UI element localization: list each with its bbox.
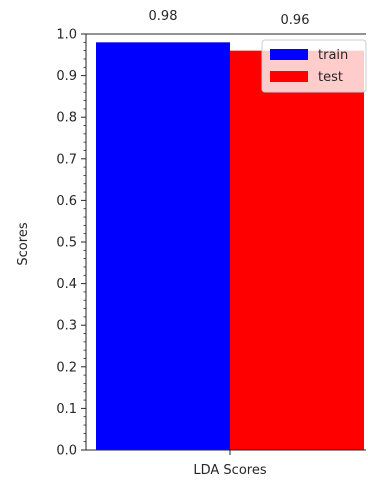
y-tick-label: 0.0 [56, 444, 77, 459]
data-label-test: 0.96 [281, 13, 310, 28]
data-labels-layer: 0.98 0.96 [149, 9, 310, 28]
y-tick-label: 0.2 [56, 360, 77, 375]
bar-train [96, 42, 230, 450]
legend: train test [261, 39, 367, 93]
legend-label-test: test [318, 70, 343, 85]
y-tick-label: 1.0 [56, 28, 77, 43]
y-tick-label: 0.6 [56, 194, 77, 209]
axes-layer: 0.0 0.1 0.2 0.3 0.4 0.5 0.6 0.7 0.8 0.9 1.0 LDA Sco… [16, 28, 366, 478]
legend-swatch-train [270, 49, 308, 60]
legend-swatch-test [270, 71, 308, 82]
y-tick-label: 0.4 [56, 277, 77, 292]
bars-layer [96, 42, 364, 450]
y-tick-label: 0.1 [56, 402, 77, 417]
legend-label-train: train [318, 48, 348, 63]
y-tick-label: 0.7 [56, 152, 77, 167]
y-tick-label: 0.8 [56, 111, 77, 126]
legend-box [261, 39, 367, 93]
y-axis-label: Scores [16, 222, 31, 265]
y-tick-label: 0.3 [56, 319, 77, 334]
x-tick-label: LDA Scores [193, 463, 266, 478]
y-tick-label: 0.5 [56, 236, 77, 251]
bar-test [230, 50, 364, 450]
y-tick-label: 0.9 [56, 69, 77, 84]
data-label-train: 0.98 [149, 9, 178, 24]
